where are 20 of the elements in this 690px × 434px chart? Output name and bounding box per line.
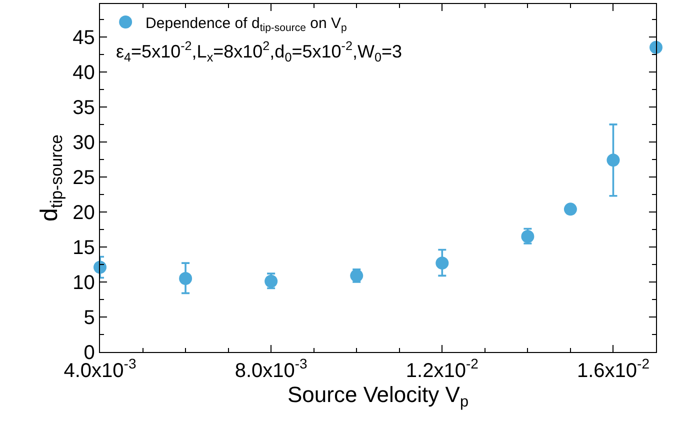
x-tick-label: 1.2x10$^{-2}$: [406, 356, 479, 382]
x-axis-title: Source Velocity V$_{p}$: [288, 382, 468, 411]
y-tick-label: 10: [72, 272, 95, 294]
point: [436, 256, 449, 270]
x-tick-label: 1.6x10$^{-2}$: [576, 356, 650, 382]
y-tick-label: 15: [72, 236, 95, 259]
legend-label: Dependence of d$_{tip-source}$ on V$_{p}$: [146, 14, 347, 34]
x-tick-label: 8.0x10$^{-3}$: [234, 356, 308, 382]
y-tick-label: 30: [72, 132, 95, 154]
point: [650, 40, 662, 54]
point: [564, 202, 577, 216]
point: [606, 154, 620, 167]
y-tick-label: 35: [72, 96, 95, 119]
text: ε$_{4}$=5x10$^{-2}$,L$_{x}$=8x10$^{2}$,d$_{0}$=5x10$^{-2}$,W$_{0}$=3: [116, 39, 402, 64]
point: [179, 272, 192, 285]
y-tick-label: 25: [72, 166, 95, 189]
y-tick-label: 45: [72, 26, 95, 49]
y-tick-label: 40: [72, 62, 95, 84]
y-tick-label: 20: [72, 202, 95, 224]
y-tick-label: 5: [84, 306, 95, 329]
